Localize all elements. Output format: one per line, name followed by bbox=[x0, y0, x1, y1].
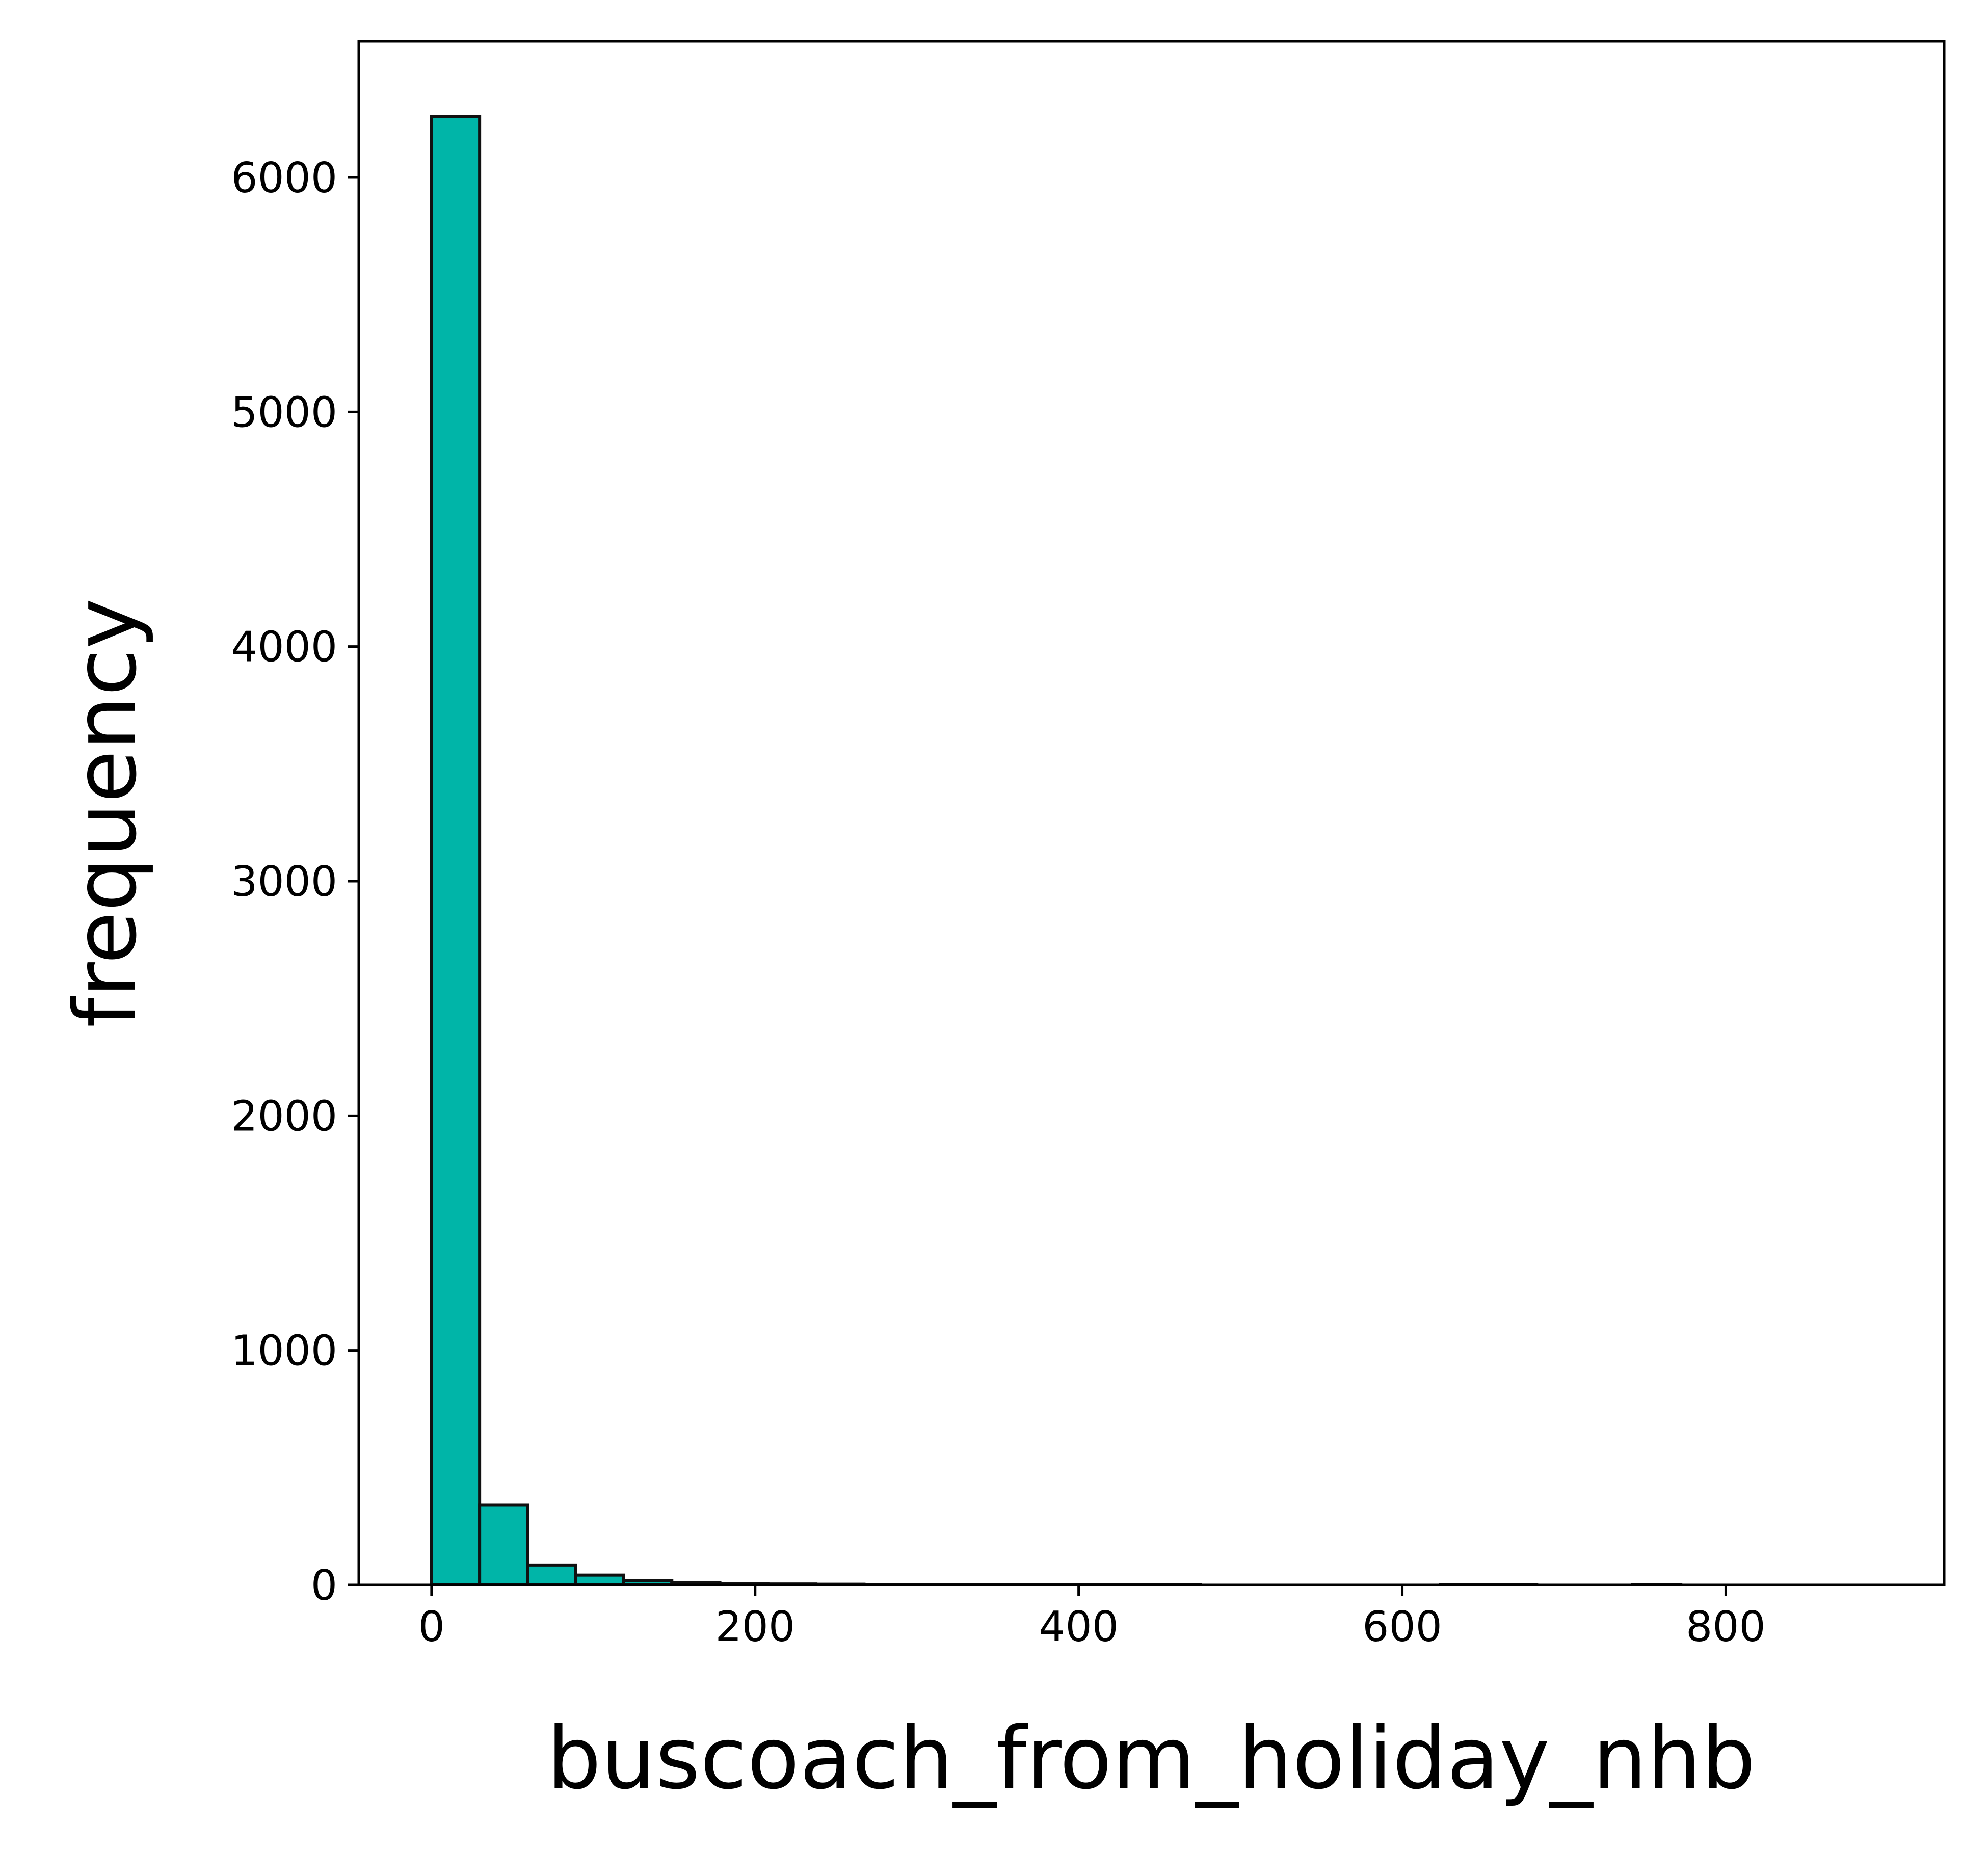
plot-frame bbox=[357, 40, 1946, 1586]
x-axis-label: buscoach_from_holiday_nhb bbox=[547, 1708, 1756, 1808]
x-tick-label: 800 bbox=[1686, 1603, 1766, 1651]
histogram-bar bbox=[430, 115, 482, 1587]
y-tick-label: 2000 bbox=[231, 1092, 337, 1141]
y-tick-label: 4000 bbox=[231, 623, 337, 672]
histogram-bars bbox=[430, 115, 1683, 1587]
y-tick-label: 1000 bbox=[231, 1327, 337, 1376]
histogram-bar bbox=[574, 1573, 625, 1587]
y-tick-label: 3000 bbox=[231, 858, 337, 906]
x-tick-label: 600 bbox=[1362, 1603, 1442, 1651]
y-tick-label: 5000 bbox=[231, 388, 337, 437]
x-tick-label: 400 bbox=[1039, 1603, 1119, 1651]
y-tick-label: 6000 bbox=[231, 154, 337, 202]
y-axis-ticks: 0 1000 2000 3000 4000 5000 6000 bbox=[231, 154, 359, 1610]
x-tick-label: 0 bbox=[418, 1603, 445, 1651]
y-tick-label: 0 bbox=[311, 1562, 337, 1610]
x-tick-label: 200 bbox=[715, 1603, 795, 1651]
y-axis-label: frequency bbox=[56, 598, 155, 1028]
histogram-bar bbox=[526, 1563, 577, 1586]
histogram-bar bbox=[478, 1503, 529, 1586]
x-axis-ticks: 0 200 400 600 800 bbox=[418, 1585, 1766, 1651]
